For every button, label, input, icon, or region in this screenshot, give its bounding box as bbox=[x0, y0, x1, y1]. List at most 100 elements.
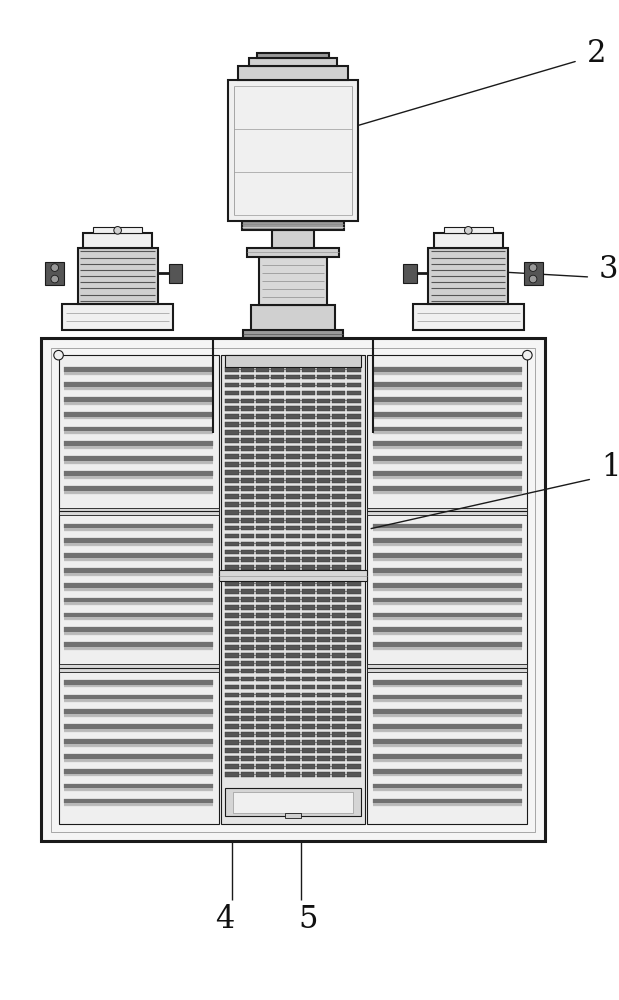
Bar bbox=[373, 528, 522, 531]
Bar bbox=[64, 427, 213, 431]
Bar bbox=[524, 262, 543, 285]
Bar bbox=[286, 581, 300, 586]
Bar bbox=[225, 557, 239, 562]
Bar bbox=[347, 724, 361, 729]
Bar bbox=[225, 637, 239, 642]
Bar bbox=[347, 613, 361, 618]
Bar bbox=[271, 613, 284, 618]
Bar bbox=[347, 478, 361, 483]
Circle shape bbox=[54, 350, 63, 360]
Bar bbox=[256, 708, 269, 713]
Bar bbox=[367, 508, 527, 515]
Bar bbox=[332, 454, 345, 459]
Bar bbox=[271, 629, 284, 634]
Bar bbox=[347, 518, 361, 523]
Bar bbox=[256, 637, 269, 642]
Bar bbox=[271, 430, 284, 435]
Bar bbox=[286, 613, 300, 618]
Bar bbox=[271, 367, 284, 372]
Bar bbox=[271, 732, 284, 737]
Bar bbox=[317, 621, 330, 626]
Bar bbox=[271, 446, 284, 451]
Bar bbox=[332, 399, 345, 403]
Bar bbox=[301, 557, 315, 562]
Bar bbox=[225, 597, 239, 602]
Bar bbox=[373, 524, 522, 528]
Bar bbox=[443, 227, 493, 233]
Bar bbox=[317, 669, 330, 673]
Bar bbox=[225, 645, 239, 650]
Bar bbox=[317, 581, 330, 586]
Bar bbox=[241, 589, 254, 594]
Bar bbox=[317, 637, 330, 642]
Bar bbox=[347, 597, 361, 602]
Bar bbox=[373, 372, 522, 375]
Bar bbox=[332, 573, 345, 578]
Bar bbox=[373, 461, 522, 464]
Bar bbox=[225, 375, 239, 379]
Text: 1: 1 bbox=[602, 452, 619, 483]
Bar bbox=[64, 417, 213, 419]
Bar bbox=[225, 446, 239, 451]
Bar bbox=[301, 589, 315, 594]
Bar bbox=[256, 653, 269, 658]
Bar bbox=[332, 438, 345, 443]
Bar bbox=[286, 470, 300, 475]
Bar bbox=[256, 716, 269, 721]
Bar bbox=[241, 669, 254, 673]
Bar bbox=[301, 510, 315, 515]
Bar bbox=[373, 538, 522, 543]
Bar bbox=[271, 621, 284, 626]
Bar bbox=[225, 724, 239, 729]
Bar bbox=[271, 486, 284, 491]
Bar bbox=[347, 526, 361, 530]
Bar bbox=[286, 605, 300, 610]
Bar bbox=[347, 399, 361, 403]
Bar bbox=[256, 764, 269, 769]
Bar bbox=[373, 543, 522, 546]
Bar bbox=[286, 430, 300, 435]
Bar bbox=[256, 589, 269, 594]
Bar bbox=[225, 486, 239, 491]
Bar bbox=[347, 391, 361, 395]
Bar bbox=[301, 685, 315, 689]
Bar bbox=[225, 693, 239, 697]
Bar bbox=[225, 542, 239, 546]
Bar bbox=[373, 491, 522, 494]
Bar bbox=[286, 494, 300, 499]
Bar bbox=[225, 629, 239, 634]
Bar bbox=[373, 759, 522, 762]
Bar bbox=[256, 438, 269, 443]
Bar bbox=[347, 748, 361, 753]
Bar bbox=[241, 605, 254, 610]
Bar bbox=[317, 716, 330, 721]
Bar bbox=[271, 637, 284, 642]
Bar bbox=[286, 438, 300, 443]
Bar bbox=[347, 605, 361, 610]
Circle shape bbox=[114, 227, 121, 234]
Bar bbox=[241, 383, 254, 387]
Bar bbox=[286, 406, 300, 411]
Bar bbox=[241, 756, 254, 761]
Bar bbox=[301, 637, 315, 642]
Bar bbox=[225, 740, 239, 745]
Bar bbox=[271, 542, 284, 546]
Bar bbox=[256, 399, 269, 403]
Bar bbox=[256, 629, 269, 634]
Bar bbox=[428, 248, 508, 304]
Bar bbox=[373, 774, 522, 776]
Bar bbox=[84, 233, 152, 248]
Bar bbox=[332, 629, 345, 634]
Bar bbox=[347, 422, 361, 427]
Bar bbox=[347, 454, 361, 459]
Bar bbox=[256, 367, 269, 372]
Bar bbox=[64, 397, 213, 402]
Bar bbox=[317, 565, 330, 570]
Bar bbox=[225, 748, 239, 753]
Bar bbox=[332, 581, 345, 586]
Bar bbox=[332, 486, 345, 491]
Bar bbox=[225, 355, 361, 367]
Bar bbox=[271, 764, 284, 769]
Bar bbox=[332, 446, 345, 451]
Bar bbox=[286, 534, 300, 538]
